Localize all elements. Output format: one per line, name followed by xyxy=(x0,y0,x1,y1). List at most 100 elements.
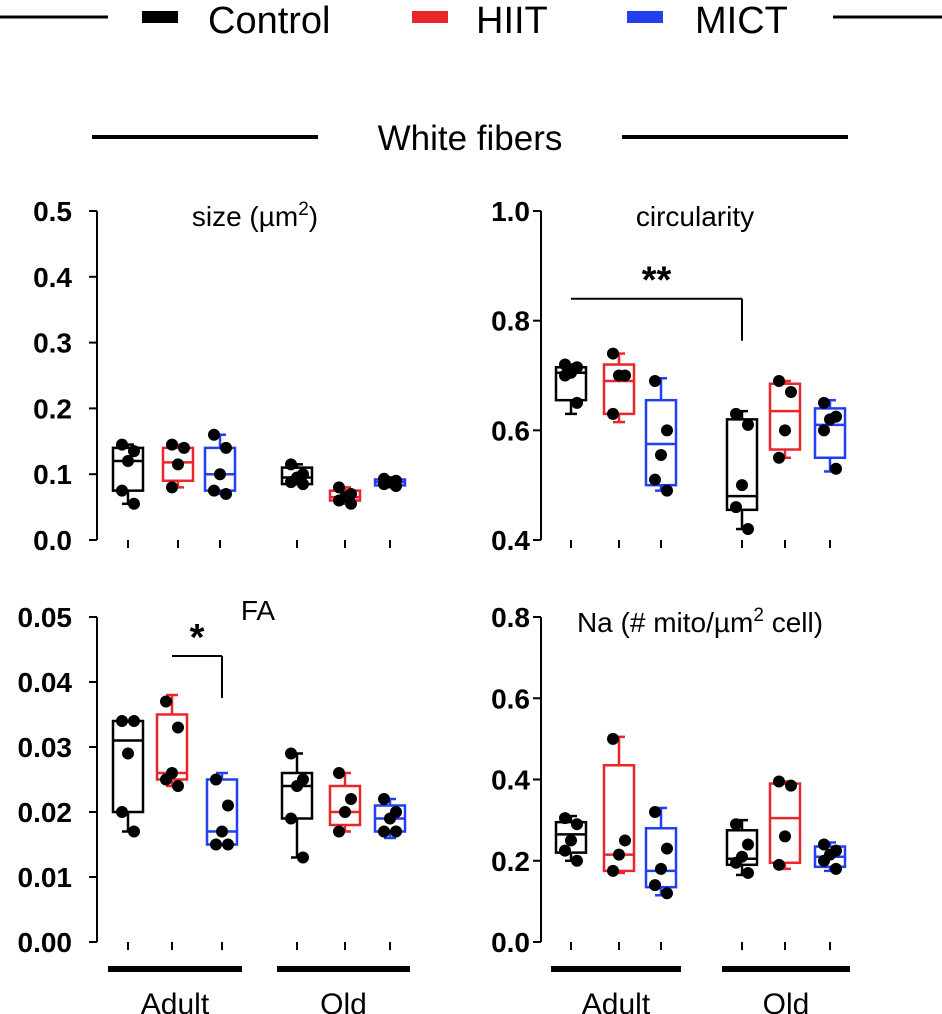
chart-title-superscript: 2 xyxy=(298,199,309,220)
data-point xyxy=(345,793,357,805)
legend: Control HIIT MICT xyxy=(0,0,942,42)
data-point xyxy=(661,887,673,900)
significance-bracket: ** xyxy=(571,260,743,341)
y-tick-label: 0.3 xyxy=(33,328,72,359)
box-iqr xyxy=(813,407,847,459)
data-point xyxy=(333,825,345,838)
box-old-control xyxy=(725,407,759,536)
data-point xyxy=(742,866,754,879)
y-tick-label: 0.4 xyxy=(491,765,530,796)
data-point xyxy=(661,484,673,497)
data-point xyxy=(773,374,785,387)
chart-title-text: circularity xyxy=(636,201,754,232)
box-old-mict xyxy=(813,396,847,475)
box-adult-mict xyxy=(203,428,237,500)
data-point xyxy=(384,812,396,825)
data-point xyxy=(613,848,625,861)
data-point xyxy=(122,455,134,468)
data-point xyxy=(285,476,297,489)
chart-title: FA xyxy=(241,595,276,626)
data-point xyxy=(785,779,797,792)
data-point xyxy=(297,851,309,864)
data-point xyxy=(649,806,661,818)
data-point xyxy=(122,747,134,760)
data-point xyxy=(166,481,178,494)
legend-swatch-control xyxy=(142,11,178,23)
y-tick-label: 0.6 xyxy=(491,683,530,714)
box-iqr xyxy=(725,829,759,867)
data-point xyxy=(116,438,128,451)
data-point xyxy=(128,445,140,458)
data-point xyxy=(607,407,619,420)
data-point xyxy=(730,407,742,420)
data-point xyxy=(285,747,297,760)
panels: 0.00.10.20.30.40.5 size (µm2)0.40.60.81.0… xyxy=(18,196,850,1014)
data-point xyxy=(128,825,140,838)
y-tick-label: 0.0 xyxy=(33,525,72,556)
data-point xyxy=(333,494,345,507)
data-point xyxy=(742,523,754,536)
box-adult-hiit xyxy=(602,732,636,877)
data-point xyxy=(742,838,754,851)
box-old-mict xyxy=(373,472,407,493)
data-point xyxy=(208,484,220,497)
chart-title-suffix: cell) xyxy=(764,607,823,638)
legend-swatch-hiit xyxy=(412,11,448,23)
legend-swatch-mict xyxy=(627,11,663,23)
box-old-hiit xyxy=(328,767,362,838)
data-point xyxy=(291,780,303,792)
y-tick-label: 0.1 xyxy=(33,459,72,490)
box-adult-control xyxy=(554,812,588,867)
data-point xyxy=(339,806,351,818)
box-old-control xyxy=(725,818,759,879)
box-adult-mict xyxy=(644,374,678,497)
y-tick-label: 0.4 xyxy=(491,525,530,556)
group-label: Adult xyxy=(141,988,210,1014)
data-point xyxy=(779,424,791,437)
data-point xyxy=(116,484,128,497)
significance-bracket: * xyxy=(172,617,223,698)
chart-panel-3: 0.00 0.01 0.02 0.03 0.04 0.05 FA * Adult Old xyxy=(18,595,410,1014)
data-point xyxy=(220,441,232,454)
box-iqr xyxy=(644,827,678,889)
data-point xyxy=(785,385,797,398)
chart-title-suffix: ) xyxy=(309,201,318,232)
box-old-hiit xyxy=(768,775,802,871)
data-point xyxy=(297,478,309,491)
data-point xyxy=(571,396,583,409)
chart-title-text: size (µm xyxy=(192,201,298,232)
data-point xyxy=(210,773,222,786)
data-point xyxy=(818,424,830,437)
data-point xyxy=(655,862,667,875)
data-point xyxy=(730,501,742,514)
y-tick-label: 0.05 xyxy=(18,602,73,633)
box-adult-control xyxy=(111,438,145,510)
data-point xyxy=(378,793,390,805)
data-point xyxy=(736,479,748,492)
box-iqr xyxy=(644,398,678,487)
data-point xyxy=(285,458,297,471)
data-point xyxy=(830,862,842,875)
box-adult-hiit xyxy=(155,693,189,792)
y-tick-label: 0.2 xyxy=(33,393,72,424)
data-point xyxy=(333,767,345,779)
data-point xyxy=(285,812,297,825)
y-tick-label: 0.5 xyxy=(33,196,72,227)
data-point xyxy=(378,825,390,838)
data-point xyxy=(649,374,661,387)
y-tick-label: 0.0 xyxy=(491,927,530,958)
y-tick-label: 0.00 xyxy=(18,927,73,958)
data-point xyxy=(160,773,172,786)
data-point xyxy=(178,441,190,454)
box-old-mict xyxy=(373,793,407,840)
box-old-hiit xyxy=(328,481,362,510)
box-iqr xyxy=(328,784,362,827)
data-point xyxy=(172,721,184,734)
data-point xyxy=(559,812,571,825)
y-tick-label: 0.4 xyxy=(33,262,72,293)
data-point xyxy=(116,806,128,818)
data-point xyxy=(571,818,583,831)
data-point xyxy=(116,715,128,727)
group-label: Adult xyxy=(582,988,651,1014)
box-iqr xyxy=(725,418,759,512)
